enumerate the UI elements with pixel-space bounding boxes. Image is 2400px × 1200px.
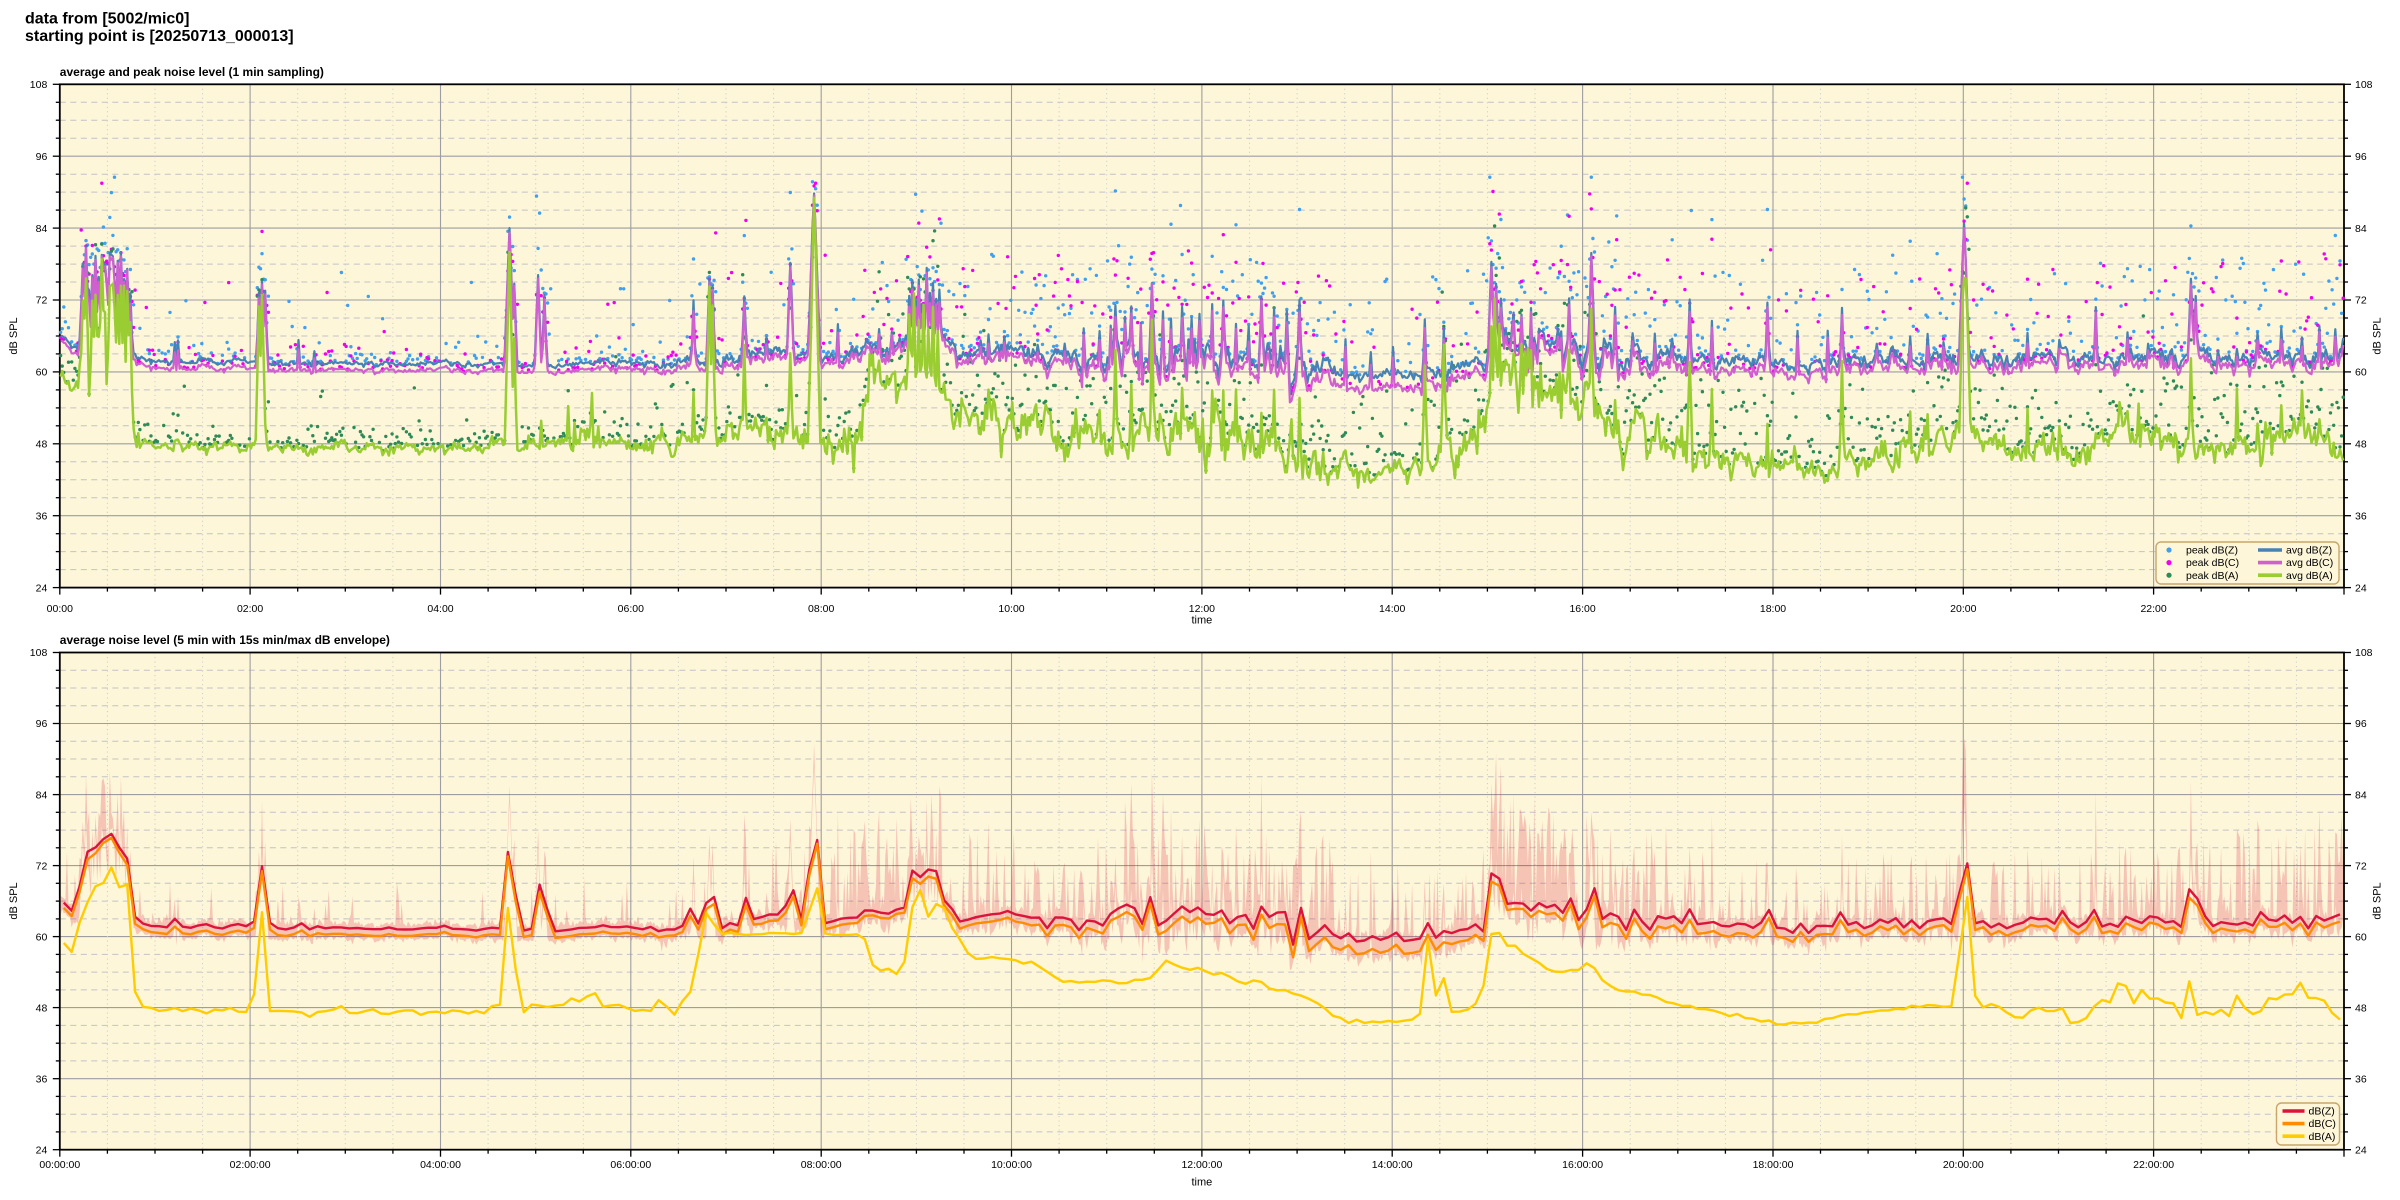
svg-text:12:00:00: 12:00:00 xyxy=(1181,1159,1222,1171)
svg-text:36: 36 xyxy=(2355,510,2367,522)
svg-text:84: 84 xyxy=(2355,223,2367,235)
svg-text:108: 108 xyxy=(2355,647,2373,659)
svg-text:48: 48 xyxy=(36,1002,48,1014)
svg-text:average noise level (5 min wit: average noise level (5 min with 15s min/… xyxy=(60,633,390,647)
svg-text:06:00:00: 06:00:00 xyxy=(610,1159,651,1171)
svg-text:48: 48 xyxy=(36,439,48,451)
svg-text:peak dB(A): peak dB(A) xyxy=(2186,570,2239,582)
svg-text:24: 24 xyxy=(36,1144,48,1156)
svg-text:84: 84 xyxy=(2355,789,2367,801)
svg-text:108: 108 xyxy=(2355,79,2373,91)
svg-text:peak dB(C): peak dB(C) xyxy=(2186,557,2239,569)
svg-text:08:00: 08:00 xyxy=(808,603,834,615)
svg-text:108: 108 xyxy=(30,647,48,659)
svg-text:36: 36 xyxy=(36,1073,48,1085)
svg-text:96: 96 xyxy=(2355,718,2367,730)
svg-text:60: 60 xyxy=(36,367,48,379)
svg-text:18:00:00: 18:00:00 xyxy=(1753,1159,1794,1171)
svg-text:84: 84 xyxy=(36,789,48,801)
svg-text:avg dB(A): avg dB(A) xyxy=(2286,570,2333,582)
svg-text:72: 72 xyxy=(2355,860,2367,872)
svg-text:04:00:00: 04:00:00 xyxy=(420,1159,461,1171)
svg-text:00:00:00: 00:00:00 xyxy=(39,1159,80,1171)
svg-text:10:00:00: 10:00:00 xyxy=(991,1159,1032,1171)
svg-text:72: 72 xyxy=(2355,295,2367,307)
svg-text:18:00: 18:00 xyxy=(1760,603,1786,615)
svg-text:dB SPL: dB SPL xyxy=(8,317,20,354)
svg-text:24: 24 xyxy=(2355,582,2367,594)
svg-text:04:00: 04:00 xyxy=(427,603,453,615)
svg-text:12:00: 12:00 xyxy=(1189,603,1215,615)
svg-text:08:00:00: 08:00:00 xyxy=(801,1159,842,1171)
svg-text:96: 96 xyxy=(36,151,48,163)
svg-text:starting point is [20250713_00: starting point is [20250713_000013] xyxy=(25,28,294,45)
svg-text:20:00: 20:00 xyxy=(1950,603,1976,615)
svg-text:16:00: 16:00 xyxy=(1569,603,1595,615)
svg-text:dB SPL: dB SPL xyxy=(2372,882,2384,919)
svg-text:72: 72 xyxy=(36,860,48,872)
svg-text:avg dB(C): avg dB(C) xyxy=(2286,557,2333,569)
svg-text:average and peak noise level (: average and peak noise level (1 min samp… xyxy=(60,65,324,79)
svg-text:84: 84 xyxy=(36,223,48,235)
svg-text:14:00: 14:00 xyxy=(1379,603,1405,615)
svg-text:02:00:00: 02:00:00 xyxy=(230,1159,271,1171)
svg-text:36: 36 xyxy=(2355,1073,2367,1085)
svg-text:dB(Z): dB(Z) xyxy=(2309,1106,2335,1118)
svg-text:dB(C): dB(C) xyxy=(2309,1118,2336,1130)
svg-text:108: 108 xyxy=(30,79,48,91)
svg-text:peak dB(Z): peak dB(Z) xyxy=(2186,545,2238,557)
svg-text:06:00: 06:00 xyxy=(618,603,644,615)
svg-text:avg dB(Z): avg dB(Z) xyxy=(2286,545,2332,557)
svg-text:96: 96 xyxy=(2355,151,2367,163)
svg-text:60: 60 xyxy=(2355,931,2367,943)
svg-text:10:00: 10:00 xyxy=(998,603,1024,615)
svg-text:24: 24 xyxy=(2355,1144,2367,1156)
svg-text:96: 96 xyxy=(36,718,48,730)
svg-text:00:00: 00:00 xyxy=(47,603,73,615)
svg-text:60: 60 xyxy=(2355,367,2367,379)
svg-text:14:00:00: 14:00:00 xyxy=(1372,1159,1413,1171)
svg-text:16:00:00: 16:00:00 xyxy=(1562,1159,1603,1171)
svg-text:72: 72 xyxy=(36,295,48,307)
svg-text:dB SPL: dB SPL xyxy=(2372,317,2384,354)
svg-text:48: 48 xyxy=(2355,1002,2367,1014)
svg-text:02:00: 02:00 xyxy=(237,603,263,615)
svg-text:24: 24 xyxy=(36,582,48,594)
svg-text:time: time xyxy=(1192,1177,1213,1189)
svg-text:60: 60 xyxy=(36,931,48,943)
svg-text:dB(A): dB(A) xyxy=(2309,1131,2336,1143)
svg-text:time: time xyxy=(1192,615,1213,627)
svg-text:22:00:00: 22:00:00 xyxy=(2133,1159,2174,1171)
svg-text:48: 48 xyxy=(2355,439,2367,451)
svg-text:36: 36 xyxy=(36,510,48,522)
svg-text:20:00:00: 20:00:00 xyxy=(1943,1159,1984,1171)
svg-text:data from [5002/mic0]: data from [5002/mic0] xyxy=(25,11,190,28)
svg-text:22:00: 22:00 xyxy=(2140,603,2166,615)
svg-text:dB SPL: dB SPL xyxy=(8,882,20,919)
